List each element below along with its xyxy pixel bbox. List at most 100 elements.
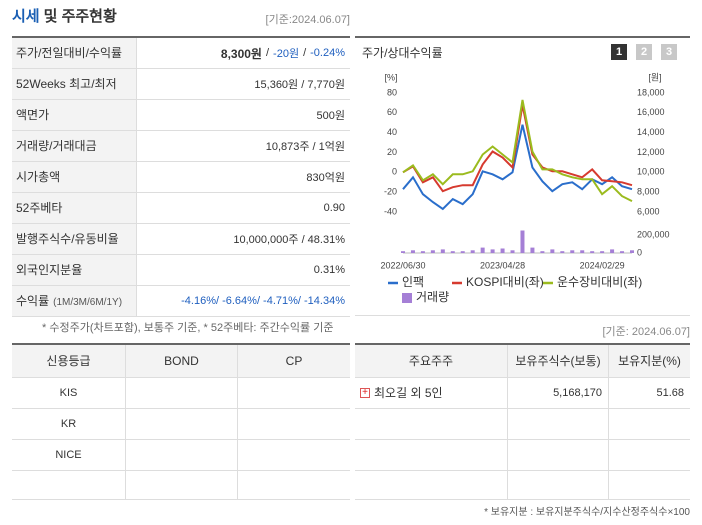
yticks-label: 40 bbox=[387, 127, 397, 137]
table-top-border bbox=[12, 36, 350, 38]
row-value: 0.90 bbox=[323, 202, 345, 214]
table-cell: 51.68 bbox=[608, 378, 690, 409]
yticks-label: 80 bbox=[387, 87, 397, 97]
yticks-label: 60 bbox=[387, 107, 397, 117]
row-value: 15,360원 / 7,770원 bbox=[254, 79, 345, 91]
chart-bottom-border bbox=[355, 315, 690, 316]
volume-bar bbox=[590, 251, 595, 253]
credit-agency: KIS bbox=[59, 387, 78, 399]
header-text: 주요주주 bbox=[408, 354, 454, 368]
volume-bar bbox=[560, 251, 565, 253]
row-label-cell: 거래량/거래대금 bbox=[12, 131, 137, 162]
chart-panel-title: 주가/상대수익률 bbox=[362, 46, 443, 60]
chart-top-border bbox=[355, 36, 690, 38]
header-cell: 보유지분(%) bbox=[608, 345, 690, 378]
table-cell: KIS bbox=[12, 378, 125, 409]
table-cell: KR bbox=[12, 409, 125, 440]
header-cell: 주요주주 bbox=[355, 345, 507, 378]
row-label-cell: 액면가 bbox=[12, 100, 137, 131]
yticks-label: 0 bbox=[392, 167, 397, 177]
row-value: 8,300원 bbox=[220, 46, 262, 61]
table-cell bbox=[608, 471, 690, 500]
table-cell bbox=[125, 378, 237, 409]
row-value-cell: -4.16%/ -6.64%/ -4.71%/ -14.34% bbox=[137, 286, 350, 317]
row-label-cell: 수익률 (1M/3M/6M/1Y) bbox=[12, 286, 137, 317]
table-cell: NICE bbox=[12, 440, 125, 471]
row-label-cell: 주가/전일대비/수익률 bbox=[12, 38, 137, 69]
header-text: 보유지분(%) bbox=[618, 354, 681, 368]
x-tick-label: 2022/06/30 bbox=[380, 260, 425, 270]
legend-label: 운수장비대비(좌) bbox=[557, 275, 642, 289]
table-cell bbox=[125, 409, 237, 440]
expand-icon[interactable]: + bbox=[360, 388, 370, 398]
legend-label: 거래량 bbox=[416, 290, 449, 304]
volume-bar bbox=[520, 230, 525, 253]
price-note: * 수정주가(차트포함), 보통주 기준, * 52주베타: 주간수익률 기준 bbox=[42, 322, 334, 334]
chart-tab[interactable]: 2 bbox=[636, 44, 652, 60]
holder-note: * 보유지분 : 보유지분주식수/지수산정주식수×100 bbox=[484, 507, 690, 518]
row-label: 주가/전일대비/수익률 bbox=[16, 46, 123, 60]
row-value: / bbox=[303, 47, 307, 59]
yticks-label: -20 bbox=[384, 187, 397, 197]
volume_yticks-label: 200,000 bbox=[637, 229, 670, 239]
table-cell bbox=[237, 440, 350, 471]
x-tick-label: 2024/02/29 bbox=[580, 260, 625, 270]
row-label-cell: 52주베타 bbox=[12, 193, 137, 224]
legend-label: KOSPI대비(좌) bbox=[466, 275, 544, 289]
volume-bar bbox=[550, 249, 555, 253]
table-cell bbox=[355, 471, 507, 500]
header-cell: 신용등급 bbox=[12, 345, 125, 378]
holder-name: 최오길 외 5인 bbox=[374, 385, 443, 400]
row-label: 거래량/거래대금 bbox=[16, 139, 97, 153]
header-cell: CP bbox=[237, 345, 350, 378]
row-label: 액면가 bbox=[16, 108, 50, 122]
table-cell bbox=[237, 409, 350, 440]
y2ticks-label: 10,000 bbox=[637, 167, 665, 177]
title-rest: 및 주주현황 bbox=[43, 8, 117, 25]
table-cell bbox=[12, 471, 125, 500]
holder-value: 51.68 bbox=[656, 387, 684, 399]
row-value-cell: 0.31% bbox=[137, 255, 350, 286]
holder-value: 5,168,170 bbox=[553, 387, 602, 399]
volume-bar bbox=[420, 251, 425, 253]
row-value: -0.24% bbox=[310, 47, 345, 59]
chart-tab[interactable]: 3 bbox=[661, 44, 677, 60]
row-label-cell: 52Weeks 최고/최저 bbox=[12, 69, 137, 100]
row-label-sub: (1M/3M/6M/1Y) bbox=[53, 297, 123, 308]
yticks-label: 20 bbox=[387, 147, 397, 157]
volume-bar bbox=[490, 249, 495, 253]
volume-bar bbox=[540, 251, 545, 253]
legend-label: 인팩 bbox=[402, 275, 424, 289]
row-value: 10,000,000주 / 48.31% bbox=[233, 234, 345, 246]
header-text: 보유주식수(보통) bbox=[515, 354, 601, 368]
header-cell: 보유주식수(보통) bbox=[507, 345, 608, 378]
row-label: 외국인지분율 bbox=[16, 263, 83, 277]
table-cell bbox=[608, 440, 690, 471]
row-label-cell: 시가총액 bbox=[12, 162, 137, 193]
y2ticks-label: 6,000 bbox=[637, 206, 660, 216]
base-date: [기준:2024.06.07] bbox=[265, 14, 350, 26]
legend-swatch bbox=[402, 293, 412, 303]
row-value: 10,873주 / 1억원 bbox=[265, 141, 345, 153]
table-cell bbox=[507, 409, 608, 440]
row-value: 830억원 bbox=[306, 172, 345, 184]
y2-unit: [원] bbox=[648, 72, 661, 82]
table-cell bbox=[237, 471, 350, 500]
table-cell bbox=[237, 378, 350, 409]
table-cell bbox=[125, 440, 237, 471]
volume-bar bbox=[450, 251, 455, 253]
volume-bar bbox=[470, 250, 475, 253]
row-value-cell: 10,873주 / 1억원 bbox=[137, 131, 350, 162]
row-value-cell: 10,000,000주 / 48.31% bbox=[137, 224, 350, 255]
row-label-cell: 외국인지분율 bbox=[12, 255, 137, 286]
chart-tab[interactable]: 1 bbox=[611, 44, 627, 60]
y-unit: [%] bbox=[384, 72, 397, 82]
row-value-cell: 830억원 bbox=[137, 162, 350, 193]
volume-bar bbox=[500, 248, 505, 253]
series-line bbox=[402, 99, 633, 202]
credit-agency: NICE bbox=[55, 449, 82, 461]
volume-bar bbox=[410, 250, 415, 253]
volume-bar bbox=[401, 251, 405, 253]
title: 시세 및 주주현황 bbox=[12, 6, 262, 28]
